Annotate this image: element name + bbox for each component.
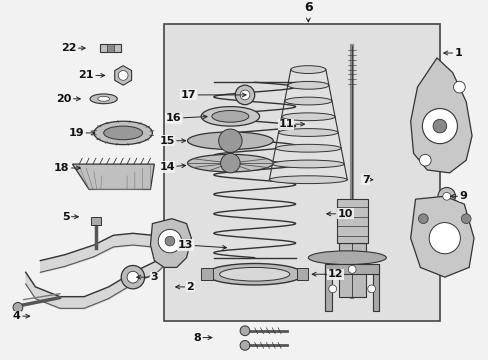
Circle shape: [422, 109, 456, 144]
Circle shape: [328, 285, 336, 293]
Text: 14: 14: [159, 162, 185, 172]
Circle shape: [437, 188, 454, 205]
Circle shape: [165, 236, 174, 246]
Text: 8: 8: [193, 333, 211, 343]
Text: 13: 13: [178, 240, 226, 250]
Circle shape: [428, 222, 459, 254]
Text: 22: 22: [61, 43, 85, 53]
Circle shape: [158, 229, 181, 253]
Bar: [164, 24, 439, 321]
Text: 11: 11: [278, 119, 304, 129]
Text: 19: 19: [68, 128, 95, 138]
Bar: [372, 265, 379, 311]
Bar: [324, 265, 379, 274]
Circle shape: [235, 85, 254, 105]
Ellipse shape: [219, 267, 289, 281]
Circle shape: [240, 90, 249, 100]
Text: 17: 17: [181, 90, 245, 100]
Text: 21: 21: [78, 71, 104, 80]
Polygon shape: [150, 219, 191, 267]
Polygon shape: [72, 164, 154, 189]
Circle shape: [240, 326, 249, 336]
Ellipse shape: [275, 144, 341, 152]
Circle shape: [218, 129, 242, 152]
Text: 16: 16: [165, 113, 206, 123]
Text: 2: 2: [175, 282, 194, 292]
Bar: [336, 199, 367, 243]
Circle shape: [418, 214, 427, 224]
Ellipse shape: [308, 251, 386, 265]
Circle shape: [347, 265, 355, 273]
Ellipse shape: [269, 176, 346, 184]
Ellipse shape: [201, 107, 259, 126]
Circle shape: [453, 81, 464, 93]
Ellipse shape: [281, 113, 334, 121]
Circle shape: [442, 192, 450, 200]
Circle shape: [460, 214, 470, 224]
Text: 18: 18: [54, 163, 80, 173]
Polygon shape: [410, 196, 473, 277]
Text: 1: 1: [443, 48, 461, 58]
Ellipse shape: [278, 129, 337, 136]
Bar: [106, 44, 114, 52]
Bar: [338, 243, 365, 297]
Polygon shape: [115, 66, 131, 85]
Ellipse shape: [94, 121, 152, 145]
Text: 4: 4: [13, 311, 30, 321]
Ellipse shape: [287, 81, 328, 89]
Circle shape: [220, 153, 240, 173]
Circle shape: [127, 271, 139, 283]
Ellipse shape: [98, 96, 109, 101]
Text: 3: 3: [137, 272, 158, 282]
Text: 12: 12: [311, 269, 343, 279]
Bar: [91, 217, 101, 225]
Text: 5: 5: [62, 212, 78, 222]
Text: 6: 6: [304, 1, 312, 22]
Ellipse shape: [187, 154, 273, 172]
Bar: [100, 44, 121, 52]
Ellipse shape: [284, 97, 331, 105]
Ellipse shape: [290, 66, 325, 73]
Circle shape: [13, 302, 23, 312]
Ellipse shape: [211, 111, 248, 122]
Circle shape: [432, 119, 446, 133]
Ellipse shape: [205, 264, 303, 285]
Circle shape: [240, 341, 249, 350]
Ellipse shape: [90, 94, 117, 104]
Circle shape: [367, 285, 375, 293]
Bar: [201, 269, 212, 280]
Circle shape: [121, 265, 144, 289]
Circle shape: [118, 71, 128, 80]
Circle shape: [419, 154, 430, 166]
Text: 10: 10: [326, 209, 352, 219]
Text: 15: 15: [159, 136, 185, 146]
Bar: [324, 265, 331, 311]
Ellipse shape: [272, 160, 344, 168]
Ellipse shape: [187, 132, 273, 149]
Polygon shape: [410, 58, 471, 173]
Ellipse shape: [103, 126, 142, 140]
Text: 9: 9: [449, 191, 467, 201]
Bar: [296, 269, 308, 280]
Text: 20: 20: [56, 94, 80, 104]
Text: 7: 7: [361, 175, 372, 185]
